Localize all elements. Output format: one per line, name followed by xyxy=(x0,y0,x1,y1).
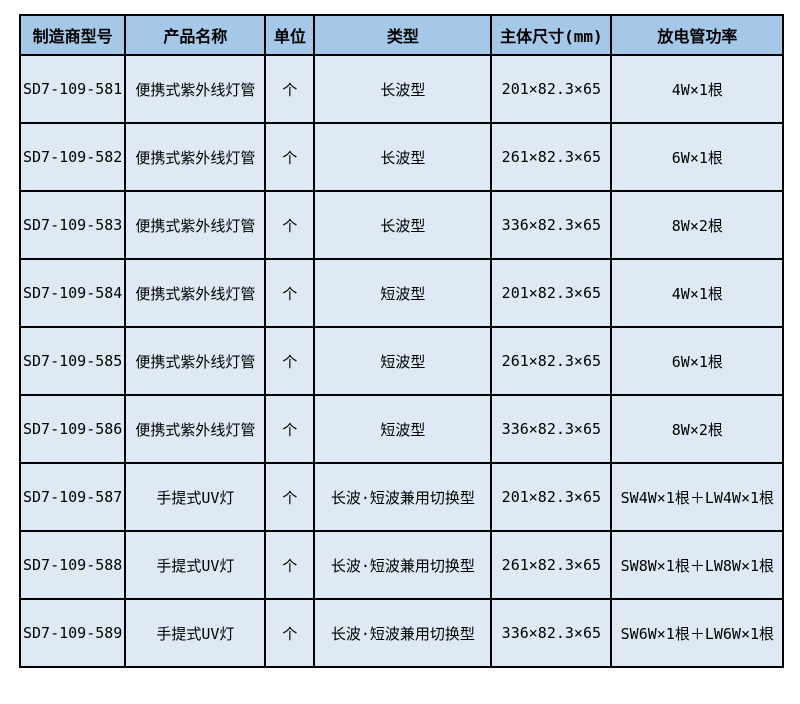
table-row: SD7-109-589 手提式UV灯 个 长波·短波兼用切换型 336×82.3… xyxy=(18,598,785,668)
cell-model: SD7-109-585 xyxy=(18,326,127,396)
cell-power: SW8W×1根＋LW8W×1根 xyxy=(610,530,785,600)
cell-product: 便携式紫外线灯管 xyxy=(124,54,267,124)
cell-model: SD7-109-589 xyxy=(18,598,127,668)
cell-power: 8W×2根 xyxy=(610,394,785,464)
table-row: SD7-109-588 手提式UV灯 个 长波·短波兼用切换型 261×82.3… xyxy=(18,530,785,600)
table-row: SD7-109-585 便携式紫外线灯管 个 短波型 261×82.3×65 6… xyxy=(18,326,785,396)
cell-type: 长波·短波兼用切换型 xyxy=(313,462,493,532)
cell-product: 手提式UV灯 xyxy=(124,462,267,532)
cell-product: 手提式UV灯 xyxy=(124,530,267,600)
cell-type: 短波型 xyxy=(313,394,493,464)
table-row: SD7-109-583 便携式紫外线灯管 个 长波型 336×82.3×65 8… xyxy=(18,190,785,260)
cell-unit: 个 xyxy=(264,598,316,668)
cell-size: 201×82.3×65 xyxy=(490,462,613,532)
cell-type: 长波型 xyxy=(313,54,493,124)
cell-size: 336×82.3×65 xyxy=(490,190,613,260)
cell-model: SD7-109-586 xyxy=(18,394,127,464)
cell-type: 长波型 xyxy=(313,122,493,192)
cell-product: 便携式紫外线灯管 xyxy=(124,326,267,396)
column-header-model: 制造商型号 xyxy=(18,14,127,56)
cell-size: 336×82.3×65 xyxy=(490,598,613,668)
column-header-size: 主体尺寸(mm) xyxy=(490,14,613,56)
cell-unit: 个 xyxy=(264,326,316,396)
cell-size: 201×82.3×65 xyxy=(490,54,613,124)
cell-model: SD7-109-587 xyxy=(18,462,127,532)
cell-product: 手提式UV灯 xyxy=(124,598,267,668)
column-header-product: 产品名称 xyxy=(124,14,267,56)
cell-product: 便携式紫外线灯管 xyxy=(124,394,267,464)
cell-unit: 个 xyxy=(264,190,316,260)
cell-unit: 个 xyxy=(264,394,316,464)
cell-model: SD7-109-584 xyxy=(18,258,127,328)
cell-product: 便携式紫外线灯管 xyxy=(124,190,267,260)
table-row: SD7-109-584 便携式紫外线灯管 个 短波型 201×82.3×65 4… xyxy=(18,258,785,328)
cell-size: 201×82.3×65 xyxy=(490,258,613,328)
table-row: SD7-109-582 便携式紫外线灯管 个 长波型 261×82.3×65 6… xyxy=(18,122,785,192)
cell-unit: 个 xyxy=(264,54,316,124)
table-row: SD7-109-586 便携式紫外线灯管 个 短波型 336×82.3×65 8… xyxy=(18,394,785,464)
cell-model: SD7-109-581 xyxy=(18,54,127,124)
cell-size: 336×82.3×65 xyxy=(490,394,613,464)
cell-power: SW4W×1根＋LW4W×1根 xyxy=(610,462,785,532)
cell-power: SW6W×1根＋LW6W×1根 xyxy=(610,598,785,668)
column-header-unit: 单位 xyxy=(264,14,316,56)
table-row: SD7-109-581 便携式紫外线灯管 个 长波型 201×82.3×65 4… xyxy=(18,54,785,124)
cell-product: 便携式紫外线灯管 xyxy=(124,122,267,192)
cell-type: 短波型 xyxy=(313,326,493,396)
cell-power: 4W×1根 xyxy=(610,54,785,124)
cell-unit: 个 xyxy=(264,462,316,532)
cell-type: 长波型 xyxy=(313,190,493,260)
cell-product: 便携式紫外线灯管 xyxy=(124,258,267,328)
cell-power: 6W×1根 xyxy=(610,122,785,192)
cell-power: 4W×1根 xyxy=(610,258,785,328)
cell-model: SD7-109-583 xyxy=(18,190,127,260)
cell-power: 8W×2根 xyxy=(610,190,785,260)
cell-unit: 个 xyxy=(264,530,316,600)
cell-model: SD7-109-588 xyxy=(18,530,127,600)
column-header-power: 放电管功率 xyxy=(610,14,785,56)
header-row: 制造商型号 产品名称 单位 类型 主体尺寸(mm) 放电管功率 xyxy=(18,14,785,56)
uv-lamp-spec-table: 制造商型号 产品名称 单位 类型 主体尺寸(mm) 放电管功率 SD7-109-… xyxy=(18,14,785,668)
table-row: SD7-109-587 手提式UV灯 个 长波·短波兼用切换型 201×82.3… xyxy=(18,462,785,532)
cell-unit: 个 xyxy=(264,122,316,192)
cell-power: 6W×1根 xyxy=(610,326,785,396)
cell-type: 短波型 xyxy=(313,258,493,328)
cell-type: 长波·短波兼用切换型 xyxy=(313,598,493,668)
cell-size: 261×82.3×65 xyxy=(490,530,613,600)
column-header-type: 类型 xyxy=(313,14,493,56)
cell-model: SD7-109-582 xyxy=(18,122,127,192)
cell-unit: 个 xyxy=(264,258,316,328)
cell-size: 261×82.3×65 xyxy=(490,326,613,396)
cell-type: 长波·短波兼用切换型 xyxy=(313,530,493,600)
cell-size: 261×82.3×65 xyxy=(490,122,613,192)
